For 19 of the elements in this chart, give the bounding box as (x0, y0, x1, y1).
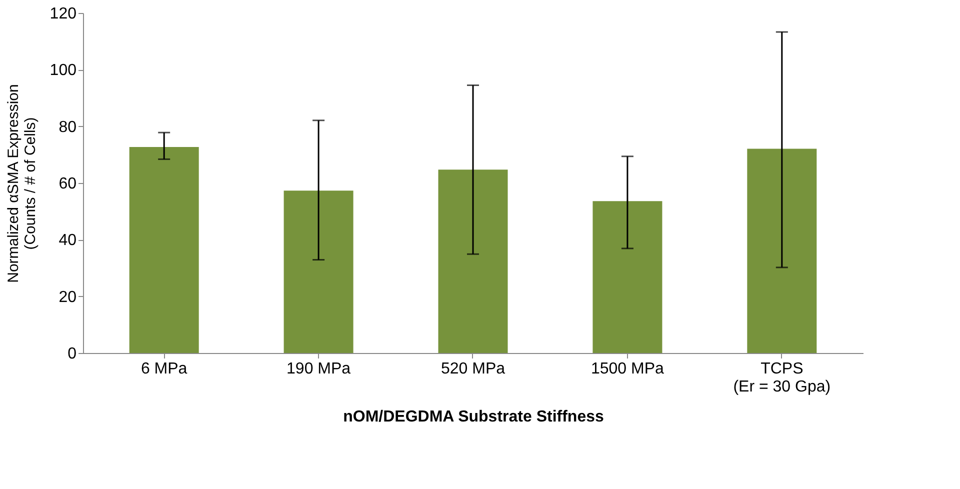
y-tick-label: 100 (50, 62, 77, 80)
y-tick-label: 0 (68, 346, 77, 362)
bar (438, 170, 508, 353)
bar (592, 201, 662, 353)
y-tick-label: 20 (58, 288, 77, 306)
x-axis-title: nOM/DEGDMA Substrate Stiffness (343, 408, 604, 426)
y-axis-title: Normalized αSMA Expression (Counts / # of Cells) (4, 84, 39, 283)
bar (129, 147, 199, 353)
bar (284, 190, 354, 353)
x-tick-label: 520 MPa (440, 360, 506, 378)
x-tick-label: 1500 MPa (590, 360, 664, 378)
bar (747, 148, 817, 353)
y-tick-label: 40 (58, 232, 77, 250)
x-tick-label: TCPS (Er = 30 Gpa) (733, 360, 831, 396)
y-tick-label: 80 (58, 118, 77, 136)
x-tick-label: 6 MPa (140, 360, 188, 378)
x-tick-label: 190 MPa (286, 360, 351, 378)
y-tick-label: 120 (50, 6, 77, 22)
y-tick-label: 60 (58, 176, 77, 192)
